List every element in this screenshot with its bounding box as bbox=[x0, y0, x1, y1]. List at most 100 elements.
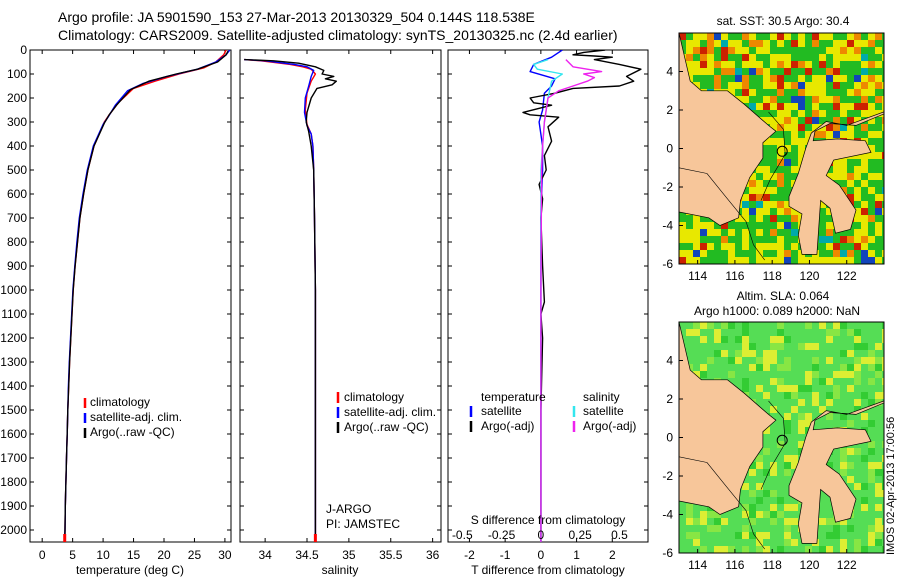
map-cell bbox=[847, 364, 854, 371]
map-cell bbox=[819, 518, 826, 525]
map-cell bbox=[770, 343, 777, 350]
map-cell bbox=[784, 469, 791, 476]
map-cell bbox=[735, 532, 742, 539]
map-cell bbox=[854, 336, 861, 343]
map-cell bbox=[798, 124, 805, 131]
map-cell bbox=[868, 250, 875, 257]
map-cell bbox=[861, 180, 868, 187]
map-cell bbox=[840, 518, 847, 525]
map-cell bbox=[728, 257, 735, 264]
map-cell bbox=[735, 357, 742, 364]
map-cell bbox=[868, 40, 875, 47]
map-cell bbox=[840, 47, 847, 54]
map-cell bbox=[756, 215, 763, 222]
map-cell bbox=[840, 455, 847, 462]
map-cell bbox=[777, 385, 784, 392]
map-cell bbox=[714, 40, 721, 47]
map-cell bbox=[826, 378, 833, 385]
map-cell bbox=[861, 236, 868, 243]
map-cell bbox=[791, 117, 798, 124]
map-cell bbox=[763, 173, 770, 180]
map-cell bbox=[812, 33, 819, 40]
map-cell bbox=[882, 392, 884, 399]
map-cell bbox=[749, 462, 756, 469]
x-tick-label: 34 bbox=[258, 548, 272, 562]
map-cell bbox=[798, 75, 805, 82]
salinity-difference-scale: -0.5 -0.25 0 0.25 0.5 bbox=[452, 528, 628, 542]
map-cell bbox=[749, 173, 756, 180]
lat-tick-label: 4 bbox=[666, 354, 673, 368]
map-cell bbox=[791, 40, 798, 47]
depth-tick-label: 800 bbox=[7, 235, 27, 249]
map-cell bbox=[749, 68, 756, 75]
depth-tick-label: 500 bbox=[7, 163, 27, 177]
map-cell bbox=[735, 47, 742, 54]
map-cell bbox=[763, 257, 770, 264]
lon-tick-label: 120 bbox=[799, 269, 819, 283]
map-cell bbox=[868, 236, 875, 243]
map-cell bbox=[763, 40, 770, 47]
depth-axis: 0 100 200 300 400 500 600 700 800 900 1000 1100 1200… bbox=[0, 43, 231, 537]
map-cell bbox=[861, 243, 868, 250]
map-cell bbox=[826, 392, 833, 399]
map-cell bbox=[777, 208, 784, 215]
map-cell bbox=[777, 329, 784, 336]
map-cell bbox=[819, 378, 826, 385]
map-cell bbox=[714, 82, 721, 89]
difference-series bbox=[522, 50, 642, 542]
map-cell bbox=[833, 159, 840, 166]
map-cell bbox=[770, 124, 777, 131]
map-cell bbox=[868, 61, 875, 68]
map-cell bbox=[833, 124, 840, 131]
map-cell bbox=[798, 420, 805, 427]
map-cell bbox=[805, 413, 812, 420]
map-cell bbox=[868, 420, 875, 427]
map-cell bbox=[805, 82, 812, 89]
map-cell bbox=[861, 257, 868, 264]
map-cell bbox=[742, 257, 749, 264]
map-cell bbox=[770, 462, 777, 469]
map-cell bbox=[847, 103, 854, 110]
map-cell bbox=[693, 371, 700, 378]
map-cell bbox=[728, 82, 735, 89]
map-cell bbox=[840, 40, 847, 47]
map-cell bbox=[882, 329, 884, 336]
map-cell bbox=[784, 525, 791, 532]
map-cell bbox=[791, 229, 798, 236]
map-cell bbox=[791, 103, 798, 110]
map-cell bbox=[875, 357, 882, 364]
map-cell bbox=[875, 364, 882, 371]
map-cell bbox=[882, 469, 884, 476]
temperature-series bbox=[63, 50, 231, 542]
map-cell bbox=[875, 469, 882, 476]
map-cell bbox=[721, 47, 728, 54]
map-cell bbox=[700, 47, 707, 54]
map-cell bbox=[784, 518, 791, 525]
map-cell bbox=[882, 124, 884, 131]
map-cell bbox=[791, 385, 798, 392]
map-cell bbox=[812, 392, 819, 399]
map-cell bbox=[742, 329, 749, 336]
map-cell bbox=[721, 546, 728, 553]
map-cell bbox=[784, 427, 791, 434]
map-cell bbox=[791, 455, 798, 462]
map-cell bbox=[791, 96, 798, 103]
map-cell bbox=[763, 75, 770, 82]
map-cell bbox=[875, 462, 882, 469]
map-cell bbox=[742, 194, 749, 201]
map-cell bbox=[749, 511, 756, 518]
float-marker bbox=[776, 145, 788, 157]
map-cell bbox=[728, 68, 735, 75]
map-cell bbox=[833, 371, 840, 378]
map-cell bbox=[882, 208, 884, 215]
map-cell bbox=[819, 82, 826, 89]
map-cell bbox=[777, 201, 784, 208]
map-cell bbox=[700, 54, 707, 61]
map-cell bbox=[763, 490, 770, 497]
temperature-axes-frame bbox=[29, 49, 232, 543]
sst-shelf-contour bbox=[679, 111, 786, 261]
map-cell bbox=[819, 131, 826, 138]
map-cell bbox=[791, 215, 798, 222]
depth-tick-label: 1900 bbox=[0, 499, 27, 513]
map-cell bbox=[749, 518, 756, 525]
